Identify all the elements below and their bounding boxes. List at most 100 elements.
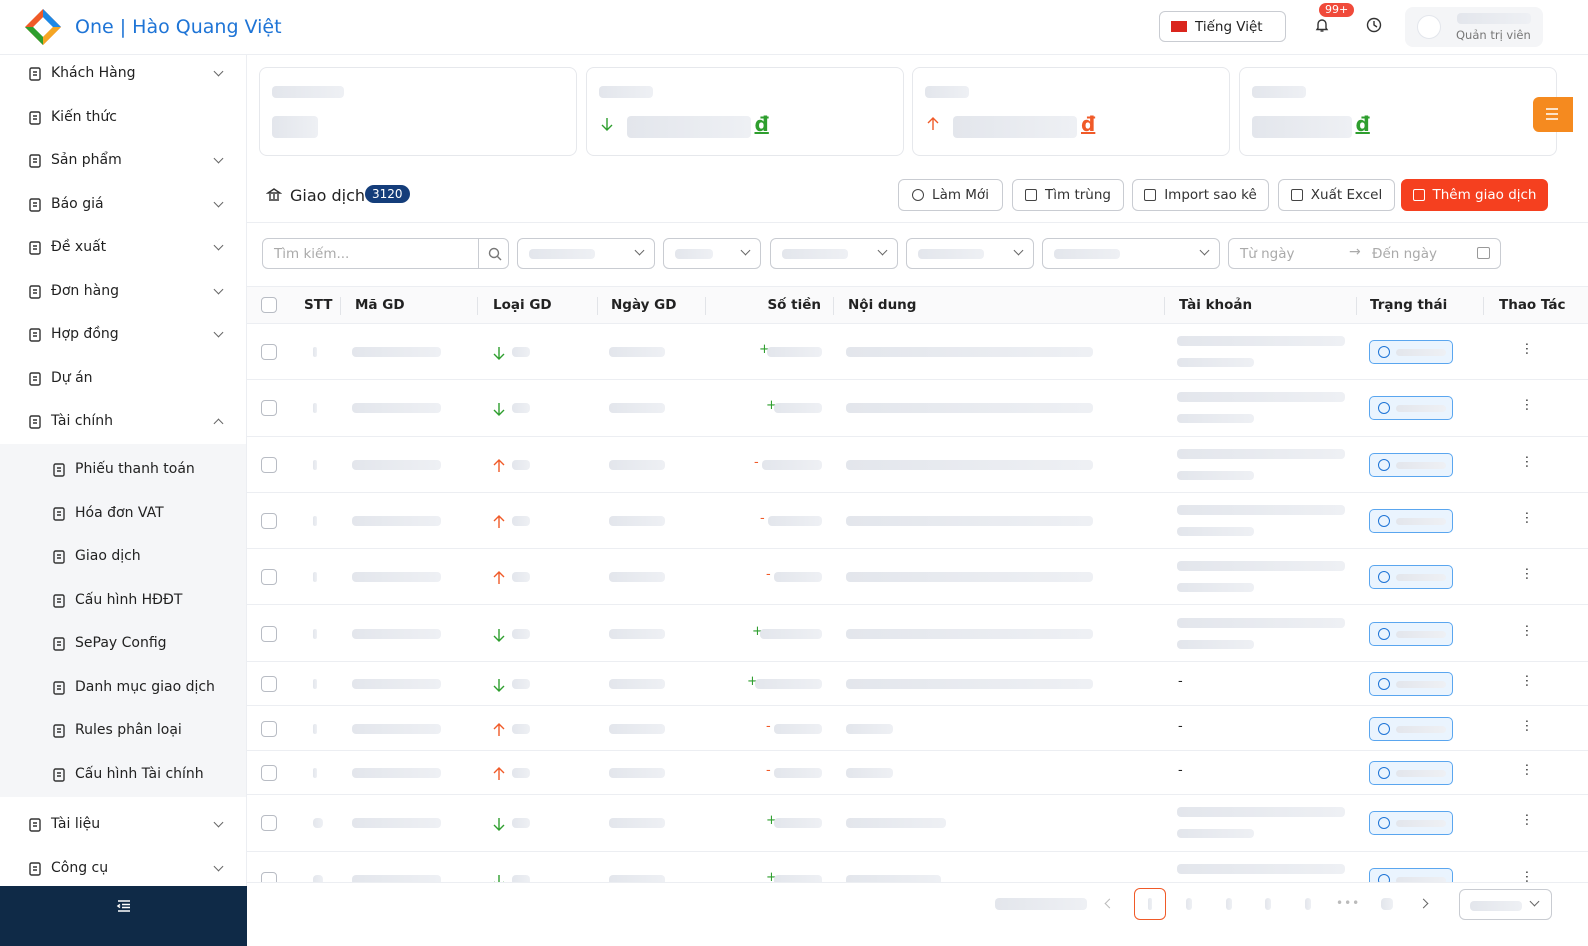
- row-actions[interactable]: ···: [1518, 813, 1534, 827]
- checkbox-all[interactable]: [261, 297, 277, 313]
- row-actions[interactable]: ···: [1518, 674, 1534, 688]
- nav-item[interactable]: Công cụ: [51, 859, 109, 876]
- content-skeleton: [846, 347, 1093, 358]
- nav-item[interactable]: Đơn hàng: [51, 282, 119, 299]
- filter-select[interactable]: [517, 238, 655, 269]
- page-size-chevron: [1529, 896, 1540, 907]
- button-icon: [1412, 189, 1425, 201]
- logo-svg: [25, 9, 61, 45]
- page-skeleton[interactable]: [1186, 898, 1192, 910]
- page-skeleton[interactable]: [1305, 898, 1311, 910]
- nav-icon-svg: [29, 110, 41, 125]
- row-checkbox[interactable]: [261, 456, 277, 473]
- stat-label-skeleton: [598, 86, 653, 98]
- nav-item[interactable]: Báo giá: [51, 195, 104, 212]
- brand[interactable]: One | Hào Quang Việt: [75, 16, 282, 38]
- row-checkbox[interactable]: [261, 625, 277, 642]
- action-button[interactable]: Làm Mới: [898, 179, 1003, 211]
- pagination-ellipsis: •••: [1336, 896, 1361, 910]
- row-actions[interactable]: ···: [1518, 869, 1534, 882]
- account-skeleton: [1177, 863, 1345, 874]
- action-button[interactable]: Tìm trùng: [1012, 179, 1124, 211]
- subnav-icon-svg: [53, 767, 65, 782]
- row-actions[interactable]: ···: [1518, 623, 1534, 637]
- row-checkbox[interactable]: [261, 815, 277, 832]
- action-button[interactable]: Import sao kê: [1132, 179, 1269, 211]
- row-actions[interactable]: ···: [1518, 398, 1534, 412]
- content-skeleton: [846, 459, 1093, 470]
- subnav-item[interactable]: Giao dịch: [75, 548, 141, 564]
- search-input[interactable]: Tìm kiếm...: [262, 238, 509, 269]
- user-menu[interactable]: Quản trị viên: [1405, 7, 1543, 47]
- currency: đ: [754, 112, 769, 136]
- subnav-item[interactable]: Cấu hình HĐĐT: [75, 591, 183, 608]
- bell[interactable]: [1314, 17, 1330, 37]
- row-checkbox[interactable]: [261, 400, 277, 417]
- sidebar-collapse[interactable]: [0, 886, 247, 946]
- status-icon: [1378, 873, 1390, 882]
- nav-item[interactable]: Khách Hàng: [51, 65, 136, 81]
- row-checkbox[interactable]: [261, 765, 277, 782]
- page-size[interactable]: [1459, 889, 1552, 920]
- filter-select[interactable]: [663, 238, 761, 269]
- code-skeleton: [352, 459, 441, 470]
- status-icon: [1378, 678, 1390, 691]
- subnav-item[interactable]: Rules phân loại: [75, 722, 182, 738]
- user-avatar: [1417, 15, 1441, 39]
- row-actions[interactable]: ···: [1518, 454, 1534, 469]
- filter-select[interactable]: [1042, 238, 1220, 269]
- row-actions[interactable]: ···: [1518, 567, 1534, 581]
- nav-item[interactable]: Tài liệu: [51, 816, 101, 832]
- amount-skeleton: [767, 347, 822, 358]
- row-actions[interactable]: ···: [1518, 763, 1534, 777]
- select-chevron: [1199, 245, 1210, 256]
- arrow-up: [491, 766, 505, 781]
- nav-item[interactable]: Hợp đồng: [51, 326, 119, 342]
- current-page[interactable]: [1134, 888, 1166, 920]
- subnav-icon: [51, 462, 67, 482]
- row-checkbox[interactable]: [261, 871, 277, 882]
- bank-icon: [265, 187, 283, 207]
- subnav-item[interactable]: Danh mục giao dịch: [75, 678, 215, 695]
- nav-item[interactable]: Dự án: [51, 369, 93, 386]
- arrow-up: [491, 458, 505, 472]
- filter-select[interactable]: [770, 238, 898, 269]
- subnav-item[interactable]: Hóa đơn VAT: [75, 504, 164, 521]
- floating-menu[interactable]: [1533, 97, 1573, 132]
- row-actions[interactable]: ···: [1518, 342, 1534, 356]
- nav-icon-svg: [29, 371, 41, 386]
- row-actions[interactable]: ···: [1518, 511, 1534, 525]
- language-select[interactable]: Tiếng Việt: [1159, 11, 1286, 42]
- nav-icon-svg: [29, 818, 41, 832]
- page-skeleton[interactable]: [1381, 898, 1393, 910]
- action-button[interactable]: Thêm giao dịch: [1401, 179, 1548, 211]
- table-row: [247, 662, 1588, 707]
- row-checkbox[interactable]: [261, 513, 277, 530]
- row-checkbox[interactable]: [261, 676, 277, 693]
- account-skeleton: [1177, 358, 1254, 368]
- page-skeleton[interactable]: [1265, 898, 1271, 910]
- status-skeleton: [1396, 820, 1446, 828]
- row-actions[interactable]: ···: [1518, 718, 1534, 732]
- subnav-icon: [51, 549, 67, 569]
- date-range[interactable]: Từ ngày → Đến ngày: [1228, 238, 1501, 269]
- stat-card: [259, 67, 577, 156]
- subnav-item[interactable]: SePay Config: [75, 635, 167, 651]
- subnav-item[interactable]: Phiếu thanh toán: [75, 461, 195, 477]
- nav-item[interactable]: Đề xuất: [51, 239, 107, 255]
- status-tag: [1369, 761, 1453, 786]
- page-skeleton[interactable]: [1226, 898, 1232, 910]
- row-checkbox[interactable]: [261, 344, 277, 361]
- nav-icon: [27, 110, 43, 130]
- history[interactable]: [1366, 17, 1382, 37]
- amount-sign: +: [759, 342, 770, 358]
- nav-item[interactable]: Tài chính: [51, 413, 114, 429]
- row-checkbox[interactable]: [261, 720, 277, 737]
- row-checkbox[interactable]: [261, 569, 277, 586]
- subnav-item[interactable]: Cấu hình Tài chính: [75, 765, 204, 782]
- action-button[interactable]: Xuất Excel: [1278, 179, 1395, 211]
- nav-item[interactable]: Kiến thức: [51, 108, 117, 125]
- nav-item[interactable]: Sản phẩm: [51, 152, 122, 168]
- amount-sign: -: [760, 511, 765, 527]
- filter-select[interactable]: [906, 238, 1034, 269]
